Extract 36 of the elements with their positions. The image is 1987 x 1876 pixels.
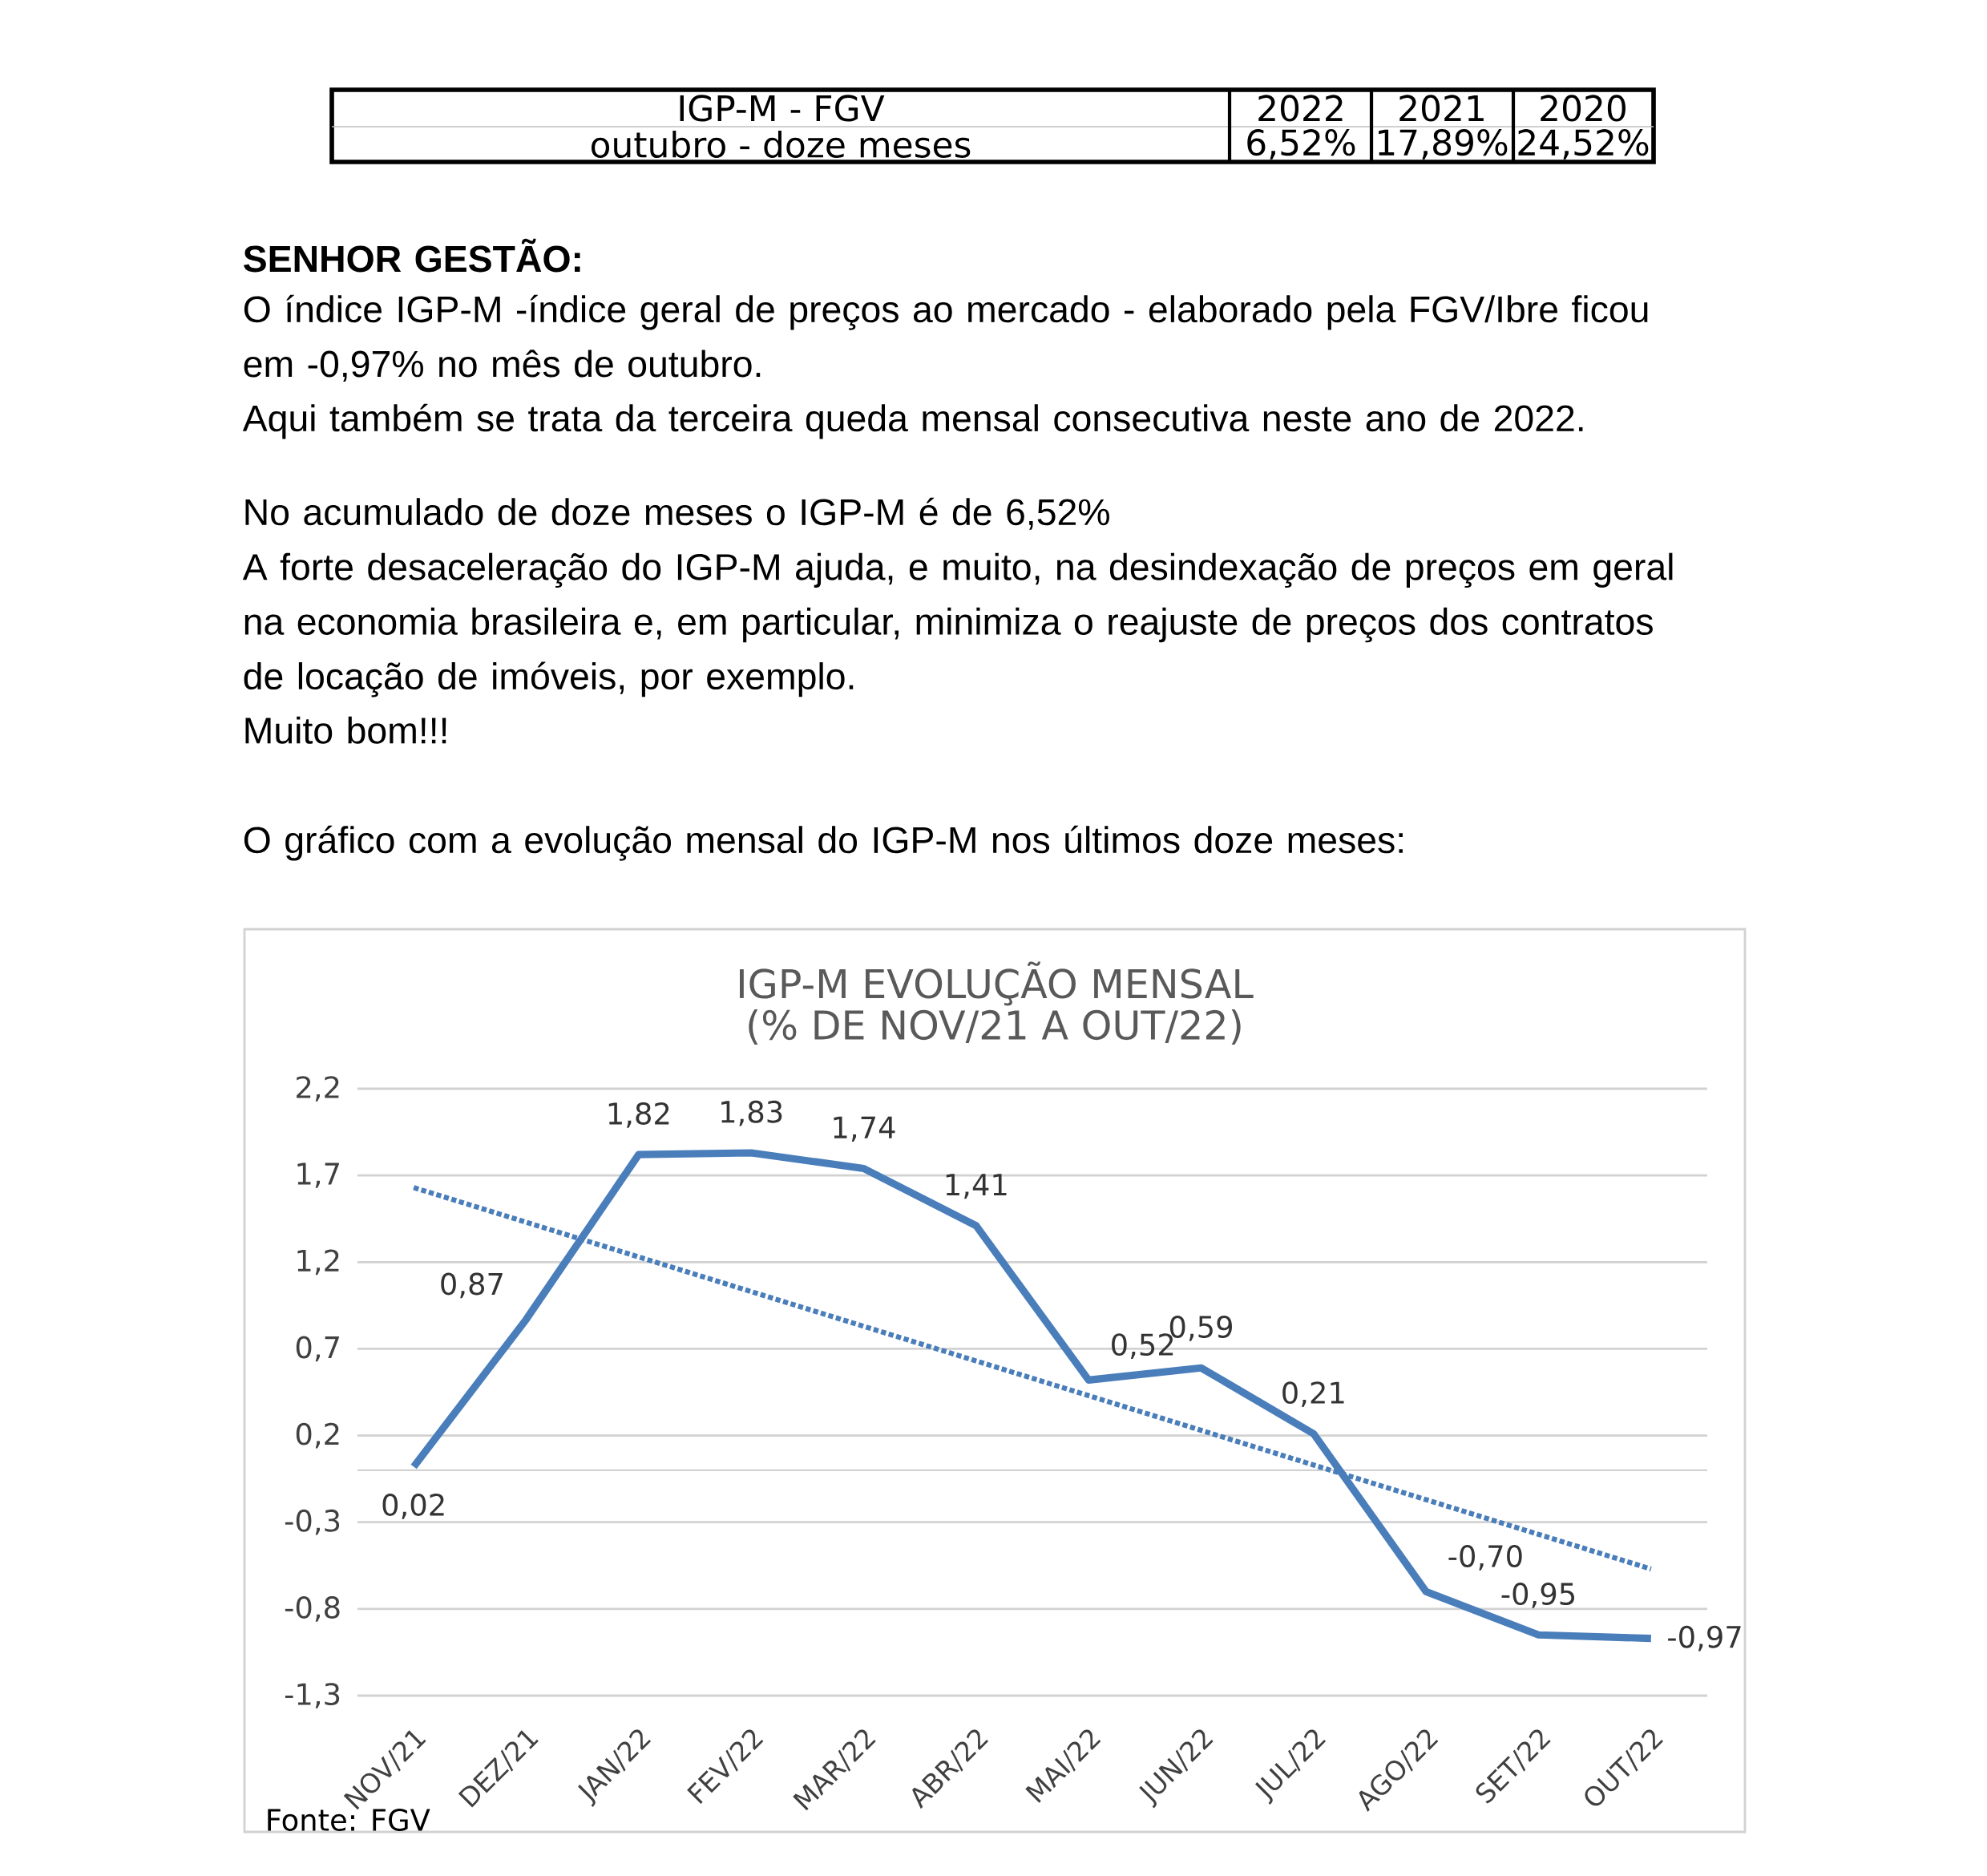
- data-label: 0,87: [441, 1272, 503, 1299]
- source-note: Fonte: FGV: [268, 1809, 430, 1831]
- chart-title: IGP-M EVOLUÇÃO MENSAL: [739, 961, 1254, 1006]
- data-label: 1,83: [721, 1100, 782, 1126]
- data-label: -0,97: [1668, 1625, 1741, 1652]
- data-label: -0,70: [1448, 1545, 1522, 1571]
- y-tick-label: 2,2: [297, 1076, 339, 1102]
- y-tick-label: 0,2: [296, 1422, 339, 1449]
- text: SENHOR GESTÃO:: [244, 238, 580, 273]
- data-label: 1,82: [608, 1102, 669, 1128]
- text: Aqui também se trata da terceira queda mensal consecutiva neste ano de 2022.: [242, 403, 1583, 439]
- text: IGP-M - FGV: [680, 95, 885, 122]
- text: No acumulado de doze meses o IGP-M é de 6,52%: [245, 497, 1109, 530]
- text: 2021: [1399, 95, 1484, 122]
- text: Muito bom!!!: [245, 716, 446, 744]
- text: 2020: [1541, 95, 1626, 122]
- data-label: 1,74: [834, 1116, 895, 1142]
- text: 17,89%: [1379, 129, 1508, 160]
- y-tick-label: -0,3: [285, 1509, 340, 1535]
- text: 24,52%: [1518, 129, 1649, 160]
- text: 6,52%: [1247, 129, 1355, 160]
- y-tick-label: 1,2: [297, 1249, 339, 1276]
- data-label: 0,02: [382, 1494, 444, 1519]
- text: O índice IGP-M -índice geral de preços ao mercado - elaborado pela FGV/Ibre ficou em -0,97% no mês de outubro.: [244, 294, 1648, 382]
- data-label: 1,41: [946, 1174, 1007, 1199]
- y-tick-label: 0,7: [296, 1336, 339, 1362]
- data-label: -0,95: [1501, 1583, 1574, 1608]
- text: outubro - doze meses: [591, 130, 971, 158]
- data-label: 0,21: [1282, 1381, 1344, 1407]
- text: A forte desaceleração do IGP-M ajuda, e muito, na desindexação de preços em geral na economia brasileira e, em particular, minimiza o reajuste de preços dos contratos de locação de imóveis, por exemplo.: [242, 552, 1673, 697]
- y-tick-label: -1,3: [285, 1683, 340, 1708]
- text: 2022: [1258, 95, 1343, 122]
- y-tick-label: 1,7: [297, 1162, 339, 1188]
- chart-subtitle: (% DE NOV/21 A OUT/22): [749, 1009, 1241, 1045]
- text: O gráfico com a evolução mensal do IGP-M nos últimos doze meses:: [244, 825, 1403, 861]
- y-tick-label: -0,8: [285, 1596, 340, 1622]
